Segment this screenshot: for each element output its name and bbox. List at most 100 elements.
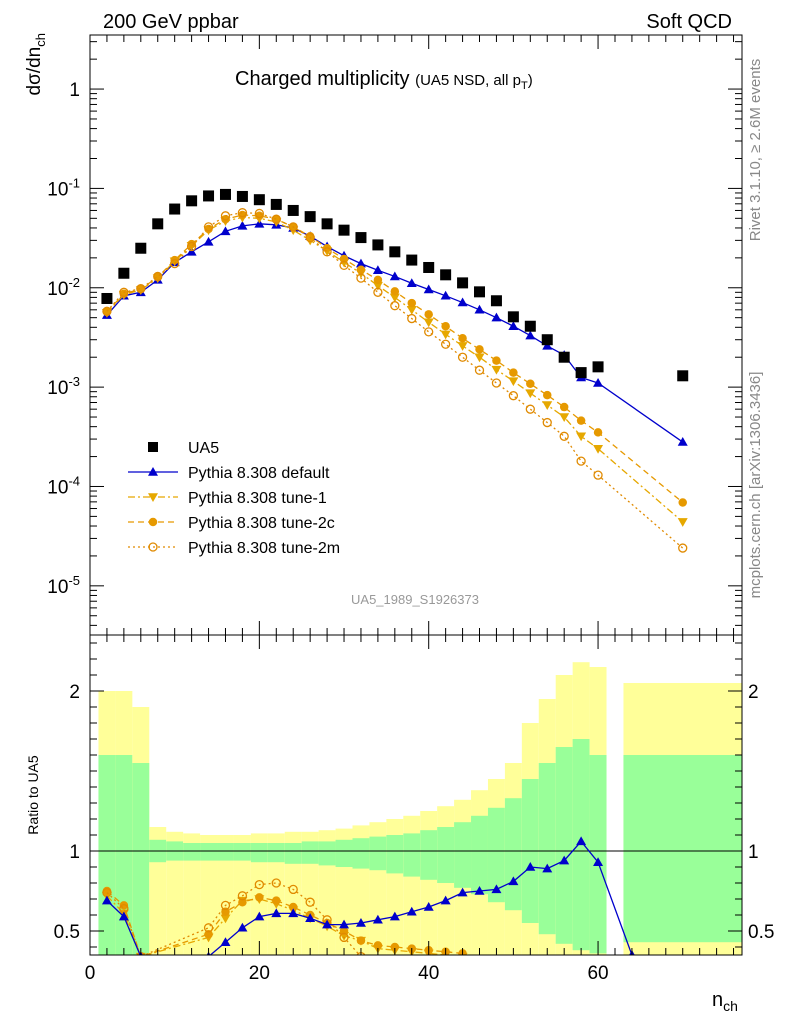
data-point-open-circle	[148, 542, 158, 552]
data-point-triangle-up	[677, 437, 688, 446]
band-outer	[200, 835, 218, 955]
ratio-tick-labels: 0 20 40 60 0.5 0.5 1 1 2 2	[54, 682, 775, 984]
ratio-y-tick-label-right: 1	[748, 842, 759, 863]
data-point-triangle-down	[525, 389, 536, 399]
data-point-square	[389, 246, 401, 258]
data-point-circle	[288, 902, 298, 912]
band-inner	[352, 838, 370, 869]
band-inner	[183, 843, 201, 861]
data-point-square	[321, 218, 333, 230]
data-point-open-circle	[288, 884, 298, 895]
band-outer	[166, 831, 184, 955]
data-point-square	[186, 195, 198, 207]
ratio-uncertainty-bands	[98, 662, 742, 955]
data-point-triangle-down	[542, 401, 553, 411]
data-point-square	[457, 277, 469, 289]
data-point-circle	[526, 379, 535, 389]
data-point-triangle-up	[525, 330, 536, 340]
data-point-square	[152, 218, 164, 230]
data-point-circle	[593, 428, 603, 437]
data-point-square	[219, 188, 231, 200]
data-point-triangle-up	[237, 922, 248, 932]
data-point-triangle-up	[389, 271, 400, 281]
data-point-open-circle	[254, 208, 265, 219]
ratio-y-tick-label: 2	[69, 682, 80, 703]
data-point-open-circle	[678, 543, 688, 553]
ratio-y-tick-label: 1	[69, 842, 80, 863]
data-point-triangle-up	[203, 236, 214, 246]
data-point-square	[541, 334, 553, 346]
data-point-triangle-down	[220, 914, 231, 924]
data-point-circle	[356, 936, 366, 945]
data-point-triangle-up	[372, 265, 383, 275]
data-point-triangle-up	[220, 226, 231, 236]
data-point-open-circle	[102, 306, 112, 316]
data-point-open-circle	[525, 404, 535, 414]
data-point-circle	[187, 239, 196, 249]
data-point-open-circle	[220, 900, 231, 911]
data-point-triangle-up	[457, 887, 468, 897]
data-point-open-circle	[593, 470, 603, 480]
data-point-circle	[204, 929, 213, 939]
data-point-circle	[119, 901, 129, 910]
data-point-triangle-down	[593, 444, 604, 454]
analysis-watermark: UA5_1989_S1926373	[351, 592, 479, 607]
data-point-triangle-down	[389, 293, 400, 303]
data-point-circle	[356, 265, 366, 274]
data-point-triangle-up	[491, 312, 502, 322]
data-point-triangle-up	[339, 919, 350, 929]
data-point-open-circle	[542, 417, 552, 428]
data-point-triangle-down	[406, 306, 417, 315]
data-point-square	[304, 211, 316, 223]
legend-label: UA5	[188, 440, 219, 457]
data-point-square	[524, 320, 536, 332]
ratio-y-tick-label-right: 2	[748, 682, 759, 703]
band-inner	[233, 843, 251, 861]
data-point-triangle-down	[457, 342, 468, 351]
data-point-open-circle	[559, 431, 569, 441]
data-point-triangle-up	[440, 290, 451, 300]
data-point-triangle-up	[305, 913, 316, 922]
band-inner	[200, 843, 218, 861]
band-inner	[115, 755, 133, 955]
data-point-open-circle	[356, 273, 366, 283]
data-point-circle	[559, 402, 569, 412]
data-point-circle	[339, 926, 349, 936]
legend-label: Pythia 8.308 tune-2m	[188, 540, 340, 557]
data-point-square	[592, 361, 604, 373]
ratio-plot-panel: 0 20 40 60 0.5 0.5 1 1 2 2 Ratio to UA5 nch	[25, 634, 775, 1014]
band-inner	[98, 755, 116, 955]
main-series-group	[101, 188, 689, 553]
band-inner	[386, 835, 404, 874]
data-point-triangle-down	[491, 365, 502, 375]
band-inner	[335, 839, 353, 867]
band-inner	[504, 798, 522, 911]
band-inner	[267, 843, 285, 863]
data-point-circle	[390, 287, 400, 296]
data-point-triangle-up	[423, 902, 434, 911]
data-point-triangle-down	[677, 518, 688, 527]
data-point-triangle-up	[254, 911, 265, 921]
ratio-plot-frame	[89, 634, 743, 956]
data-point-triangle-up	[118, 911, 129, 921]
data-point-square	[677, 370, 689, 382]
data-point-triangle-down	[576, 432, 587, 442]
data-point-square	[203, 190, 215, 202]
chart-title: Charged multiplicity (UA5 NSD, all pT)	[235, 68, 533, 92]
data-point-open-circle	[220, 211, 231, 221]
data-point-square	[270, 198, 282, 210]
data-point-square	[558, 351, 570, 363]
band-inner	[555, 747, 573, 944]
data-point-circle	[678, 498, 687, 507]
data-point-open-circle	[153, 271, 163, 282]
data-point-circle	[272, 214, 281, 224]
y-tick-label: 10-3	[47, 374, 80, 399]
band-inner	[437, 827, 455, 883]
band-outer	[217, 835, 234, 955]
legend-entry: Pythia 8.308 tune-2m	[128, 540, 340, 557]
band-inner	[420, 830, 438, 880]
band-inner	[589, 755, 607, 954]
data-point-circle	[272, 896, 281, 905]
data-point-square	[287, 204, 299, 216]
